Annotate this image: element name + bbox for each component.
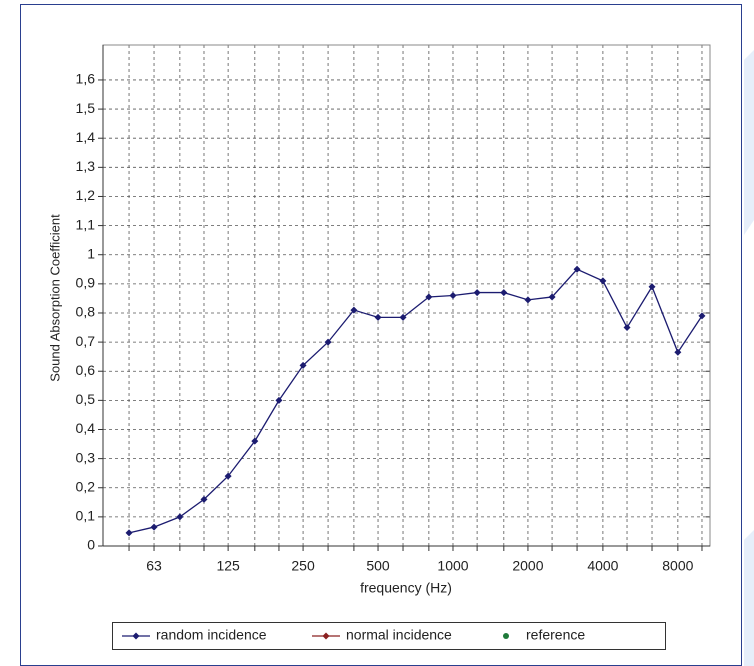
x-tick-label: 4000 [587, 558, 618, 574]
y-tick-label: 0,9 [76, 275, 96, 291]
point [548, 293, 556, 301]
y-tick-label: 0,3 [76, 449, 96, 465]
point [350, 306, 358, 314]
legend-label: random incidence [156, 627, 267, 643]
point [674, 348, 682, 356]
point [275, 396, 283, 404]
point [324, 338, 332, 346]
legend-label: reference [526, 627, 585, 643]
y-tick-label: 1,4 [76, 129, 96, 145]
point [500, 289, 508, 297]
point [200, 495, 208, 503]
y-tick-label: 0,7 [76, 333, 96, 349]
point [449, 292, 457, 299]
point [176, 513, 184, 521]
x-tick-label: 63 [146, 558, 162, 574]
point [251, 437, 259, 445]
x-tick-label: 8000 [662, 558, 693, 574]
point [599, 277, 607, 285]
y-tick-label: 1,1 [76, 216, 96, 232]
legend-marker [132, 632, 140, 640]
point [299, 361, 307, 369]
chart-frame [20, 4, 742, 666]
point [473, 289, 481, 297]
x-tick-label: 125 [216, 558, 240, 574]
y-tick-label: 1,6 [76, 71, 96, 87]
y-tick-label: 0,6 [76, 362, 96, 378]
point [623, 324, 631, 332]
legend-box [112, 622, 666, 650]
x-tick-label: 500 [366, 558, 390, 574]
point [425, 293, 433, 301]
series-line [128, 268, 703, 534]
y-tick-label: 1,2 [76, 187, 96, 203]
y-tick-label: 0 [87, 537, 95, 553]
x-axis-label: frequency (Hz) [360, 580, 452, 596]
x-tick-label: 1000 [437, 558, 468, 574]
x-tick-label: 2000 [512, 558, 543, 574]
point [399, 313, 407, 321]
y-tick-label: 0,5 [76, 391, 96, 407]
legend-label: normal incidence [346, 627, 452, 643]
point [224, 472, 232, 480]
point [573, 265, 581, 273]
y-tick-label: 0,8 [76, 304, 96, 320]
y-tick-label: 0,2 [76, 478, 96, 494]
legend-marker [503, 633, 509, 639]
y-axis-label: Sound Absorption Coefficient [47, 214, 62, 382]
y-tick-label: 1,5 [76, 100, 96, 116]
point [125, 529, 133, 537]
point [150, 523, 158, 531]
y-tick-label: 0,4 [76, 420, 96, 436]
y-tick-label: 1,3 [76, 158, 96, 174]
y-tick-label: 0,1 [76, 508, 96, 524]
decoration [744, 50, 754, 235]
point [524, 296, 532, 304]
point [698, 312, 706, 320]
point [648, 283, 656, 291]
x-tick-label: 250 [291, 558, 315, 574]
legend-marker [322, 632, 330, 640]
decoration [744, 530, 754, 666]
point [374, 313, 382, 321]
y-tick-label: 1 [87, 245, 95, 261]
